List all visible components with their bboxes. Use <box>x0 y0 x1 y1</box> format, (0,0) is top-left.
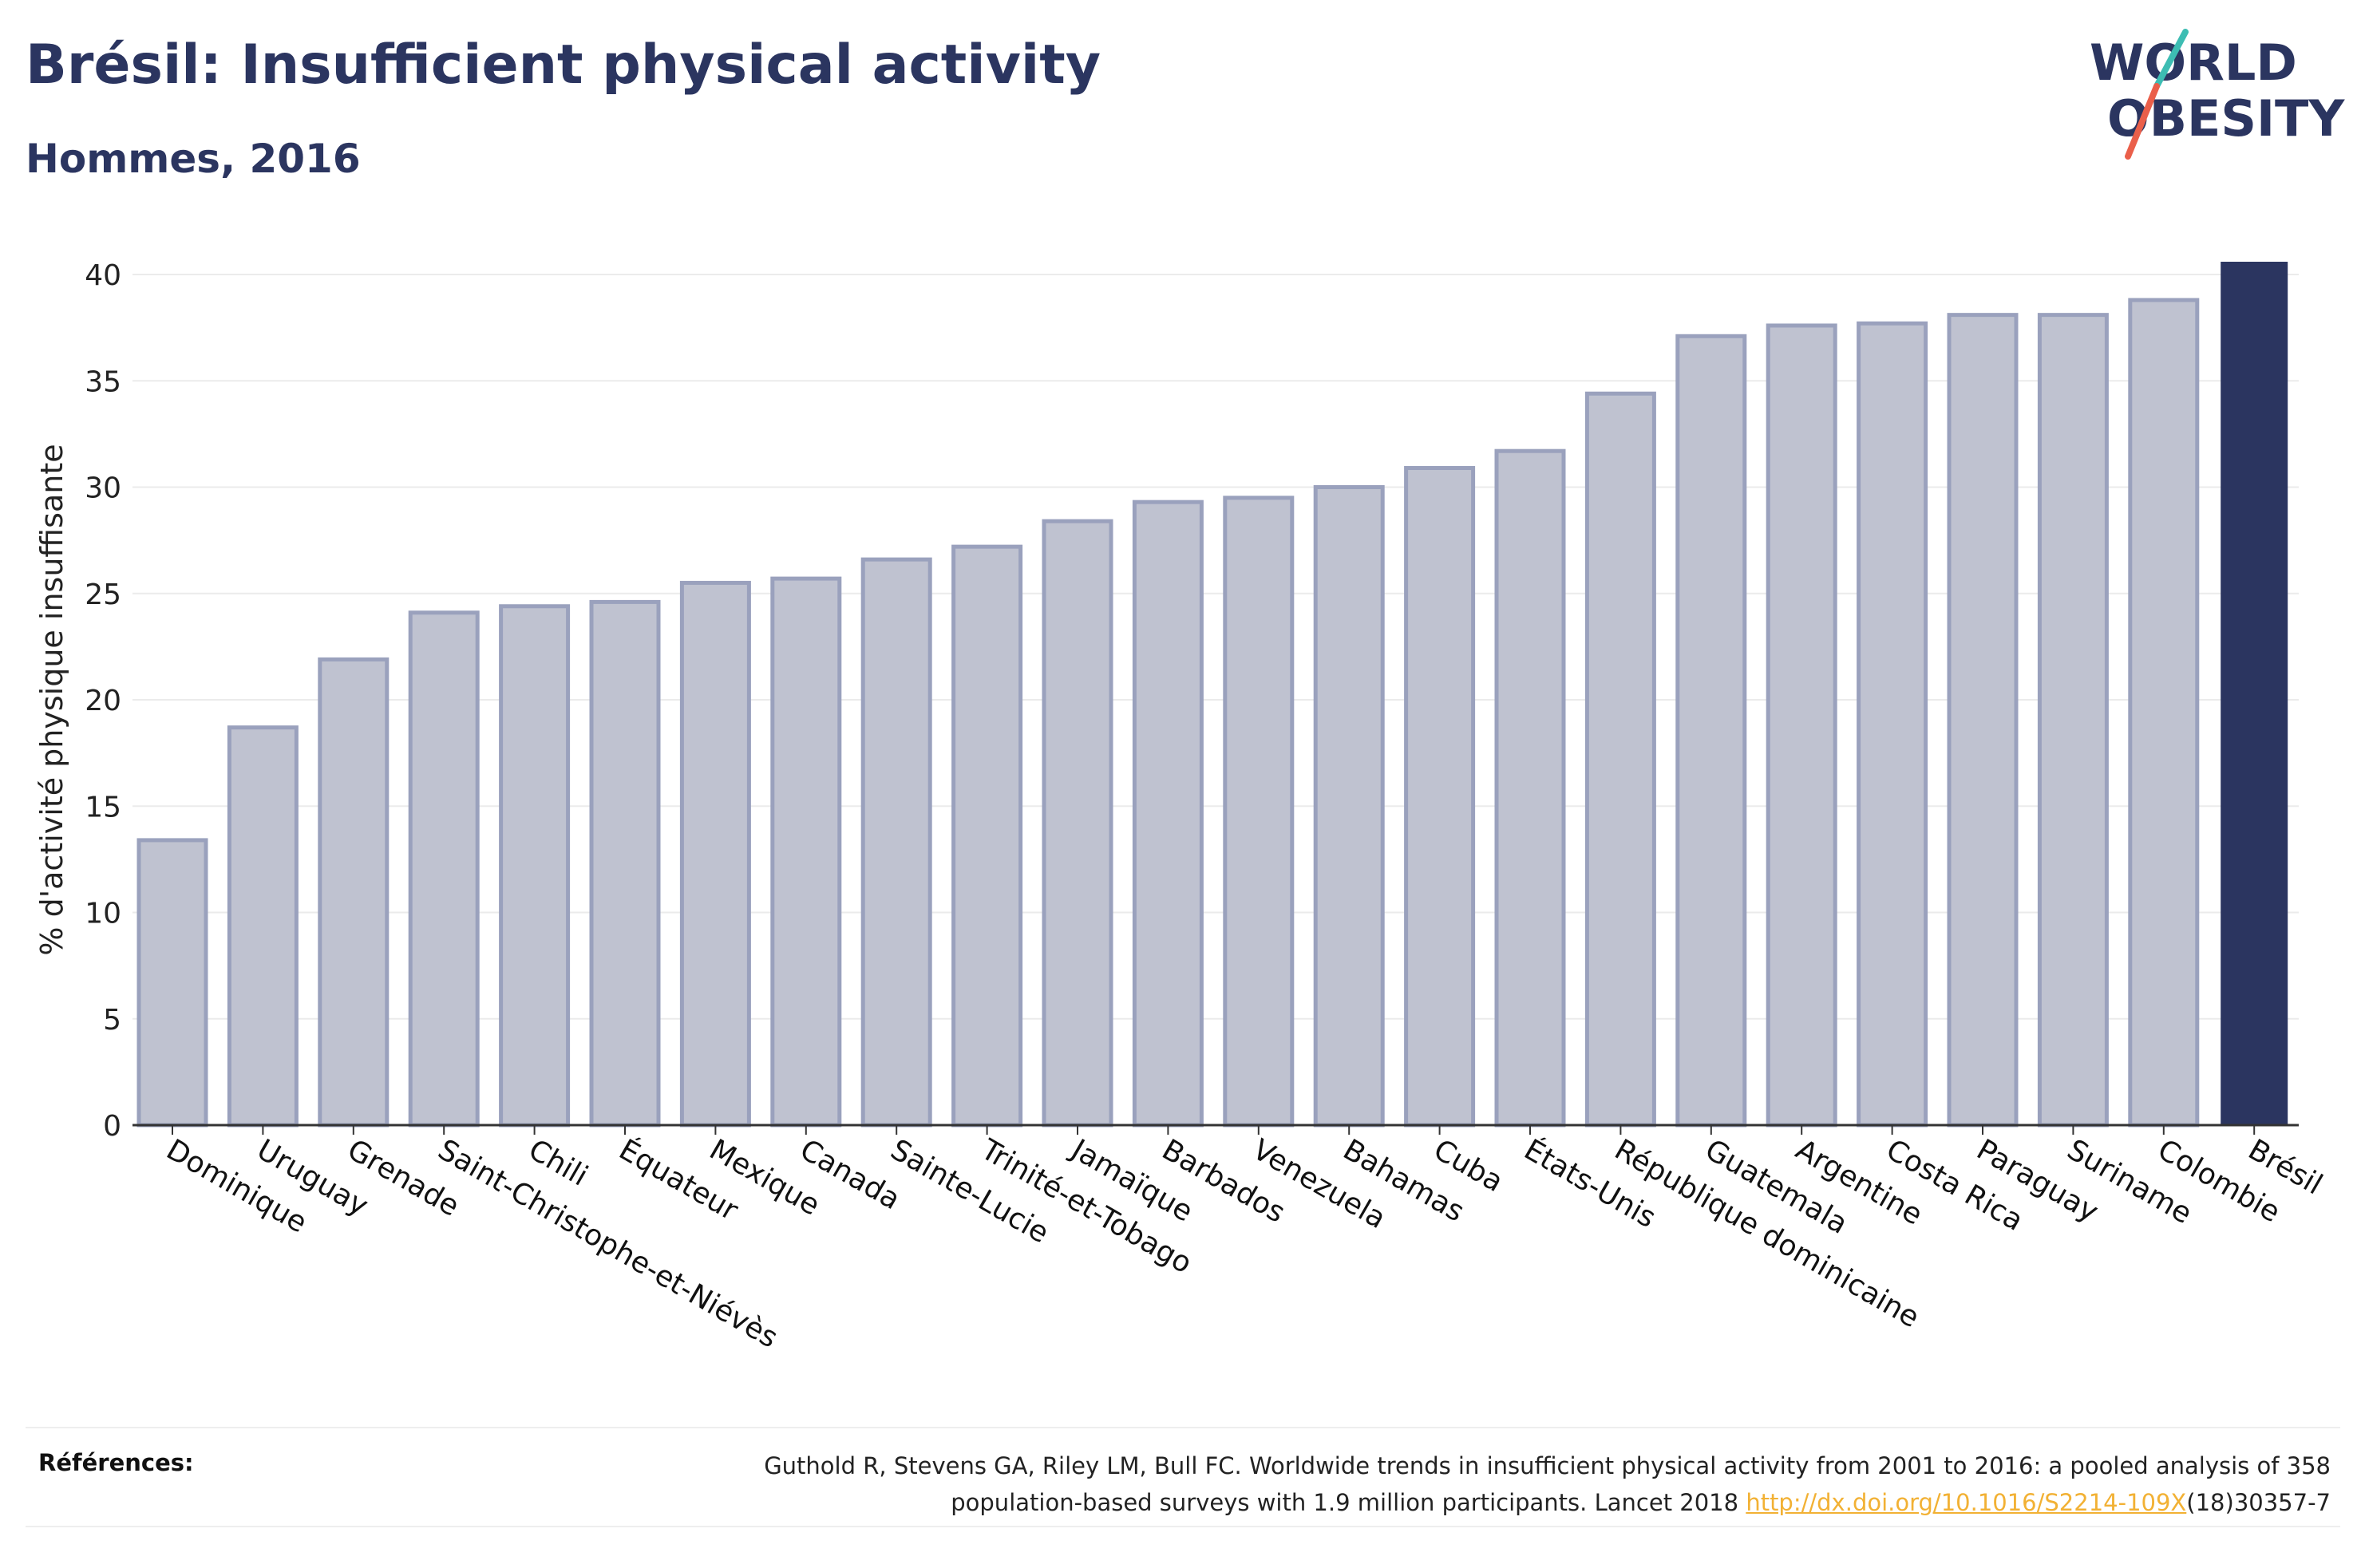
references-label: Références: <box>38 1449 194 1476</box>
bar-r-publique-dominicaine <box>1584 391 1656 1128</box>
bar-grenade <box>318 657 390 1128</box>
world-obesity-logo: WORLD OBESITY <box>2090 29 2345 160</box>
axis-layer <box>132 1124 2299 1135</box>
bar--tats-unis <box>1494 448 1566 1128</box>
chart-subtitle: Hommes, 2016 <box>26 136 361 182</box>
logo-line1: WORLD <box>2090 34 2297 92</box>
references-text: Guthold R, Stevens GA, Riley LM, Bull FC… <box>575 1448 2331 1521</box>
bar-venezuela <box>1223 496 1295 1128</box>
bar-br-sil <box>2221 262 2288 1125</box>
reference-line1: Guthold R, Stevens GA, Riley LM, Bull FC… <box>764 1452 2331 1479</box>
y-axis-label: % d'activité physique insuffisante <box>34 444 69 955</box>
bar-chart: 0510152025303540DominiqueUruguayGrenadeS… <box>34 259 2327 1355</box>
reference-doi-link[interactable]: http://dx.doi.org/10.1016/S2214-109X <box>1746 1489 2187 1516</box>
bar-suriname <box>2037 313 2109 1128</box>
footer-divider-top <box>26 1427 2340 1428</box>
y-tick-label: 25 <box>85 579 121 611</box>
y-tick-label: 10 <box>85 898 121 930</box>
bar-cuba <box>1404 466 1476 1128</box>
bar-mexique <box>679 580 751 1128</box>
bar-colombie <box>2128 298 2200 1128</box>
bar-sainte-lucie <box>860 557 932 1128</box>
bar-bahamas <box>1313 485 1385 1128</box>
bar-dominique <box>136 838 208 1128</box>
logo-slash-top <box>2153 29 2189 89</box>
y-tick-label: 35 <box>85 365 121 398</box>
y-tick-label: 30 <box>85 472 121 505</box>
bar-chili <box>499 604 571 1128</box>
reference-line2-start: population-based surveys with 1.9 millio… <box>951 1489 1746 1516</box>
bar-guatemala <box>1675 334 1747 1128</box>
bar-trinit-et-tobago <box>951 544 1023 1128</box>
y-tick-label: 5 <box>103 1004 121 1037</box>
bar-costa-rica <box>1857 321 1928 1128</box>
bar-jama-que <box>1042 519 1113 1128</box>
bar-barbados <box>1132 500 1204 1128</box>
chart-title: Brésil: Insufficient physical activity <box>26 34 1101 97</box>
grid-layer <box>132 274 2299 1020</box>
footer-divider-bottom <box>26 1526 2340 1527</box>
y-tick-label: 15 <box>85 791 121 823</box>
bar-argentine <box>1766 323 1837 1128</box>
y-tick-label: 0 <box>103 1110 121 1143</box>
bar-canada <box>770 576 842 1128</box>
reference-line2-end: (18)30357-7 <box>2186 1489 2331 1516</box>
bar-saint-christophe-et-ni-v-s <box>408 610 480 1128</box>
y-tick-label: 20 <box>85 685 121 717</box>
logo-slash-bottom <box>2125 83 2160 160</box>
bar--quateur <box>589 599 661 1128</box>
bar-paraguay <box>1947 313 2019 1128</box>
bars-layer <box>136 262 2288 1128</box>
y-tick-label: 40 <box>85 259 121 292</box>
bar-uruguay <box>227 725 299 1128</box>
